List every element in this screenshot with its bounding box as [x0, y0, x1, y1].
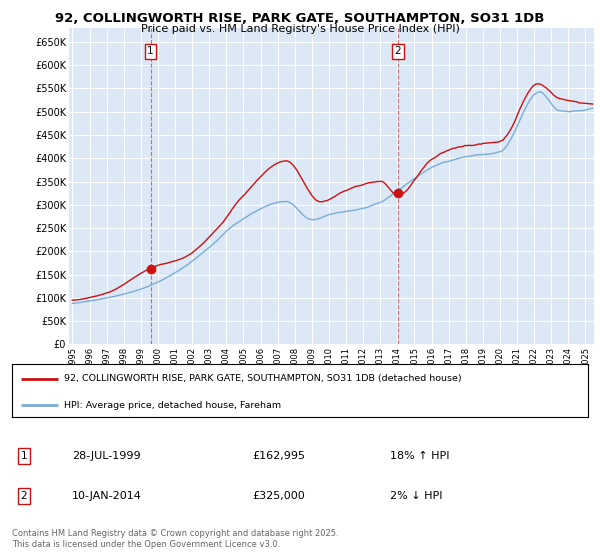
Text: 1: 1 — [20, 451, 28, 461]
Text: Contains HM Land Registry data © Crown copyright and database right 2025.
This d: Contains HM Land Registry data © Crown c… — [12, 529, 338, 549]
Text: 92, COLLINGWORTH RISE, PARK GATE, SOUTHAMPTON, SO31 1DB (detached house): 92, COLLINGWORTH RISE, PARK GATE, SOUTHA… — [64, 375, 461, 384]
Text: 28-JUL-1999: 28-JUL-1999 — [72, 451, 140, 461]
Text: HPI: Average price, detached house, Fareham: HPI: Average price, detached house, Fare… — [64, 401, 281, 410]
Text: 2: 2 — [395, 46, 401, 56]
Text: 1: 1 — [147, 46, 154, 56]
Text: 92, COLLINGWORTH RISE, PARK GATE, SOUTHAMPTON, SO31 1DB: 92, COLLINGWORTH RISE, PARK GATE, SOUTHA… — [55, 12, 545, 25]
Text: 2: 2 — [20, 491, 28, 501]
Text: £325,000: £325,000 — [252, 491, 305, 501]
Text: 10-JAN-2014: 10-JAN-2014 — [72, 491, 142, 501]
Text: £162,995: £162,995 — [252, 451, 305, 461]
Text: 18% ↑ HPI: 18% ↑ HPI — [390, 451, 449, 461]
Text: 2% ↓ HPI: 2% ↓ HPI — [390, 491, 443, 501]
Text: Price paid vs. HM Land Registry's House Price Index (HPI): Price paid vs. HM Land Registry's House … — [140, 24, 460, 34]
